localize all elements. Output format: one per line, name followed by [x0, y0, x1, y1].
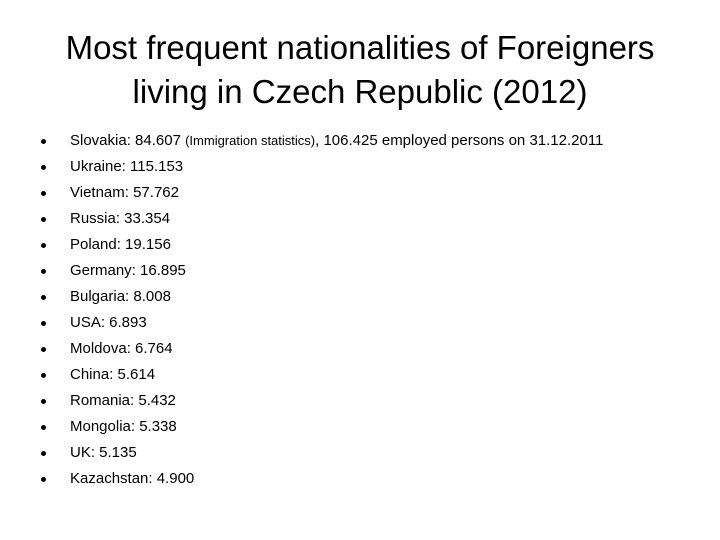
- bullet-text: Slovakia: 84.607 (Immigration statistics…: [70, 128, 603, 154]
- bullet-item: Romania: 5.432: [38, 388, 698, 414]
- bullet-extra-text: , 106.425 employed persons on 31.12.2011: [315, 132, 604, 149]
- slide-title-line-1: Most frequent nationalities of Foreigner…: [65, 29, 655, 66]
- bullet-item: Moldova: 6.764: [38, 336, 698, 362]
- bullet-icon: [41, 191, 46, 196]
- bullet-item: Vietnam: 57.762: [38, 180, 698, 206]
- bullet-text: Romania: 5.432: [70, 392, 176, 409]
- bullet-item: Bulgaria: 8.008: [38, 284, 698, 310]
- bullet-icon: [41, 269, 46, 274]
- bullet-icon: [41, 217, 46, 222]
- bullet-icon: [41, 451, 46, 456]
- bullet-text: Kazachstan: 4.900: [70, 470, 195, 487]
- bullet-text: USA: 6.893: [70, 314, 147, 331]
- bullet-item: Kazachstan: 4.900: [38, 466, 698, 492]
- slide-title-line-2: living in Czech Republic (2012): [132, 73, 588, 110]
- bullet-text: Moldova: 6.764: [70, 340, 173, 357]
- slide-title: Most frequent nationalities of Foreigner…: [36, 26, 684, 114]
- bullet-list: Slovakia: 84.607 (Immigration statistics…: [38, 128, 698, 492]
- bullet-text: Poland: 19.156: [70, 236, 171, 253]
- bullet-text: UK: 5.135: [70, 444, 137, 461]
- bullet-note: (Immigration statistics): [185, 133, 316, 148]
- bullet-item: Ukraine: 115.153: [38, 154, 698, 180]
- bullet-text: Ukraine: 115.153: [70, 158, 184, 175]
- bullet-icon: [41, 243, 46, 248]
- bullet-item: China: 5.614: [38, 362, 698, 388]
- bullet-icon: [41, 399, 46, 404]
- bullet-icon: [41, 477, 46, 482]
- bullet-icon: [41, 347, 46, 352]
- bullet-text: Vietnam: 57.762: [70, 184, 179, 201]
- bullet-text: Russia: 33.354: [70, 210, 171, 227]
- bullet-item: Germany: 16.895: [38, 258, 698, 284]
- bullet-item: UK: 5.135: [38, 440, 698, 466]
- bullet-main-text: Slovakia: 84.607: [70, 132, 181, 149]
- bullet-text: Germany: 16.895: [70, 262, 186, 279]
- bullet-icon: [41, 425, 46, 430]
- bullet-item: Poland: 19.156: [38, 232, 698, 258]
- bullet-item: Slovakia: 84.607 (Immigration statistics…: [38, 128, 698, 154]
- bullet-icon: [41, 165, 46, 170]
- bullet-item: Russia: 33.354: [38, 206, 698, 232]
- bullet-text: Bulgaria: 8.008: [70, 288, 171, 305]
- bullet-icon: [41, 321, 46, 326]
- bullet-item: USA: 6.893: [38, 310, 698, 336]
- bullet-text: China: 5.614: [70, 366, 156, 383]
- bullet-item: Mongolia: 5.338: [38, 414, 698, 440]
- bullet-icon: [41, 373, 46, 378]
- bullet-text: Mongolia: 5.338: [70, 418, 177, 435]
- bullet-icon: [41, 139, 46, 144]
- bullet-icon: [41, 295, 46, 300]
